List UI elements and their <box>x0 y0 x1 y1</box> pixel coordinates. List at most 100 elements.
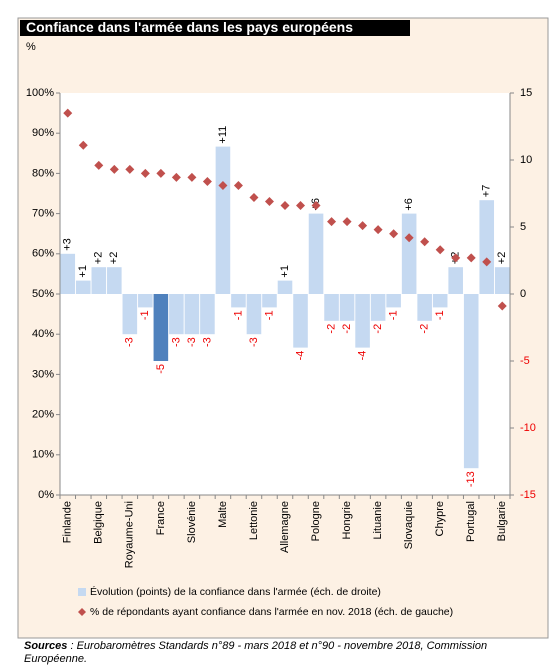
marker <box>482 257 492 267</box>
chart-title: Confiance dans l'armée dans les pays eur… <box>26 19 353 35</box>
bar <box>463 294 479 469</box>
bar <box>277 280 293 294</box>
marker <box>249 193 259 203</box>
legend-swatch <box>78 588 86 596</box>
value-label: -5 <box>155 364 167 374</box>
bar <box>215 146 231 294</box>
y2-tick-label: 5 <box>520 221 526 233</box>
bar <box>324 294 339 321</box>
value-label: -4 <box>294 351 306 361</box>
y-tick-label: 100% <box>26 87 54 99</box>
value-label: -1 <box>232 310 244 320</box>
value-label: -3 <box>201 337 213 347</box>
x-tick-label: Slovaquie <box>403 501 415 549</box>
bar <box>370 294 386 321</box>
value-label: -1 <box>434 310 446 320</box>
marker <box>435 245 445 255</box>
marker <box>311 201 321 211</box>
value-label: -13 <box>465 471 477 487</box>
bar <box>200 294 215 335</box>
marker <box>373 225 383 235</box>
value-label: +2 <box>496 252 508 265</box>
y2-tick-label: 15 <box>520 87 532 99</box>
legend-label: Évolution (points) de la confiance dans … <box>90 585 381 598</box>
y2-tick-label: 10 <box>520 154 532 166</box>
bar <box>494 267 510 294</box>
value-label: +2 <box>108 252 120 265</box>
marker <box>389 229 399 239</box>
y2-tick-label: -5 <box>520 355 530 367</box>
marker <box>280 201 290 211</box>
marker <box>233 180 243 190</box>
title-bar <box>20 20 410 36</box>
y-axis-label: % <box>26 41 36 53</box>
marker <box>466 253 476 263</box>
x-tick-label: Lettonie <box>248 501 260 540</box>
legend-label: % de répondants ayant confiance dans l'a… <box>90 606 453 618</box>
value-label: -1 <box>139 310 151 320</box>
bar <box>75 280 91 294</box>
bar <box>107 267 122 294</box>
y2-tick-label: -10 <box>520 422 536 434</box>
x-tick-label: Hongrie <box>341 501 353 540</box>
marker <box>218 180 228 190</box>
x-tick-label: Pologne <box>310 501 322 541</box>
marker <box>451 253 461 263</box>
bar <box>448 267 463 294</box>
x-tick-label: Belgique <box>93 501 105 544</box>
x-tick-label: Slovénie <box>186 501 198 543</box>
value-label: -2 <box>372 324 384 334</box>
marker <box>342 217 352 227</box>
bar <box>479 200 495 294</box>
bar <box>122 294 138 335</box>
bar <box>91 267 107 294</box>
value-label: -1 <box>263 310 275 320</box>
value-label: -3 <box>186 337 198 347</box>
value-label: -2 <box>419 324 431 334</box>
marker <box>171 172 181 182</box>
marker <box>404 233 414 243</box>
bar <box>169 294 184 335</box>
bar <box>153 294 169 361</box>
marker <box>187 172 197 182</box>
bar <box>231 294 246 308</box>
value-label: +1 <box>77 265 89 278</box>
bar <box>246 294 262 335</box>
value-label: -2 <box>341 324 353 334</box>
y-tick-label: 90% <box>32 127 54 139</box>
value-label: +7 <box>481 185 493 198</box>
value-label: +3 <box>62 238 74 251</box>
bar <box>138 294 153 308</box>
y-tick-label: 40% <box>32 328 54 340</box>
value-label: +6 <box>403 198 415 211</box>
x-tick-label: Malte <box>217 501 229 528</box>
bar <box>432 294 448 308</box>
bar <box>293 294 308 348</box>
x-tick-label: France <box>155 501 167 535</box>
x-tick-label: Chypre <box>434 501 446 536</box>
marker <box>63 108 73 118</box>
marker <box>264 197 274 207</box>
marker <box>140 168 150 178</box>
x-tick-label: Finlande <box>62 501 74 543</box>
y-tick-label: 70% <box>32 208 54 220</box>
marker <box>497 301 507 311</box>
value-label: -3 <box>124 337 136 347</box>
x-tick-label: Allemagne <box>279 501 291 553</box>
bar <box>355 294 370 348</box>
y2-tick-label: -15 <box>520 489 536 501</box>
x-tick-label: Bulgarie <box>496 501 508 541</box>
marker <box>358 221 368 231</box>
x-tick-label: Lituanie <box>372 501 384 540</box>
y-tick-label: 30% <box>32 368 54 380</box>
bar <box>401 213 417 294</box>
marker <box>78 140 88 150</box>
bar <box>417 294 432 321</box>
bar <box>184 294 200 335</box>
sources-label: Sources <box>24 640 68 652</box>
value-label: -3 <box>170 337 182 347</box>
y-tick-label: 80% <box>32 167 54 179</box>
sources-text: : Eurobaromètres Standards n°89 - mars 2… <box>24 640 488 665</box>
value-label: +1 <box>279 265 291 278</box>
